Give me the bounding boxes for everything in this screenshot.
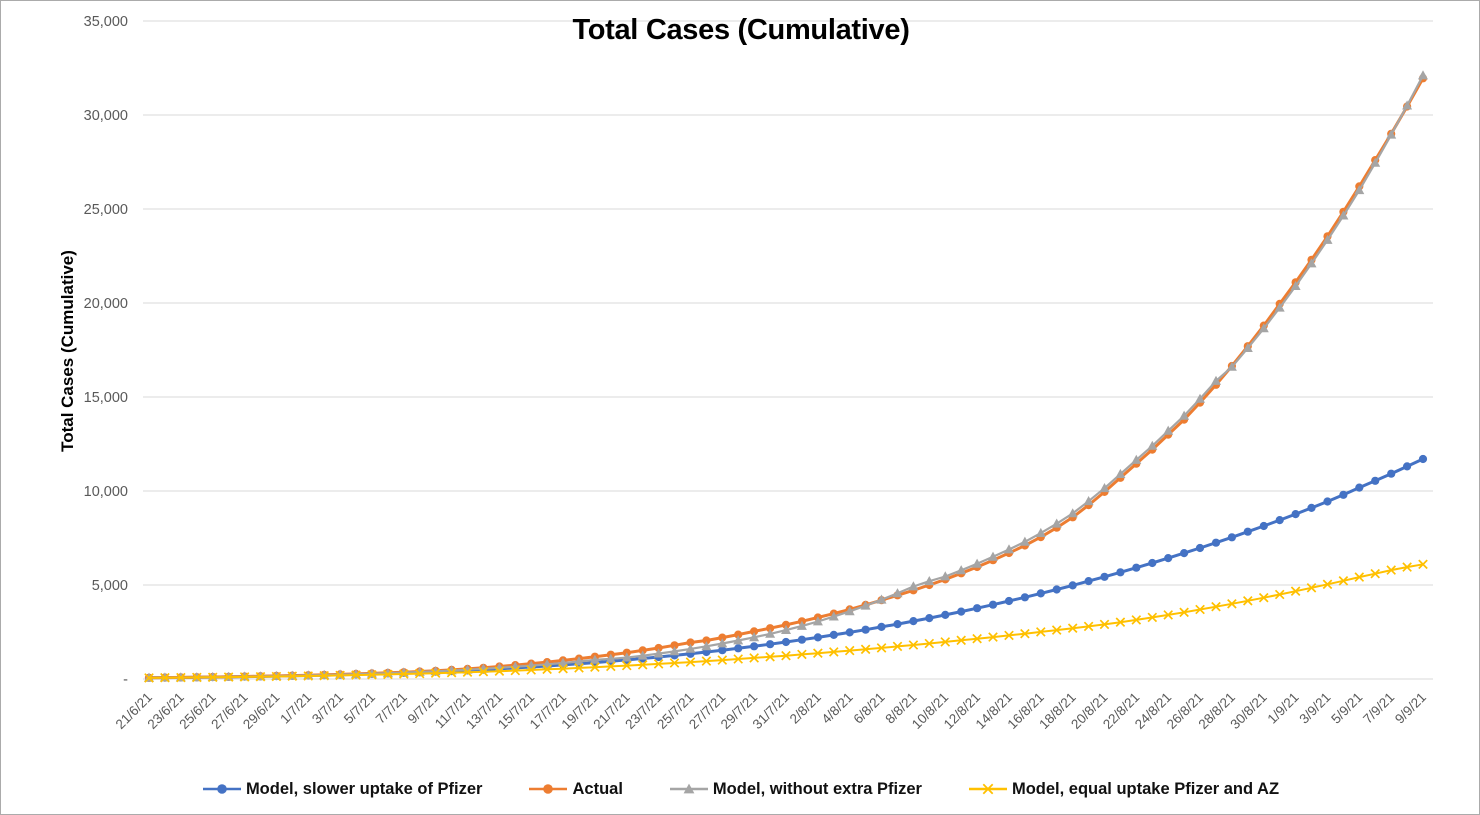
series-model-slower-uptake-of-pfizer <box>144 454 1428 682</box>
series-markers-triangle <box>144 70 1428 682</box>
x-tick-label: 4/8/21 <box>819 690 856 727</box>
series-model-without-extra-pfizer <box>144 70 1428 682</box>
series-actual <box>144 74 1428 682</box>
legend-item-model-without-extra-pfizer: Model, without extra Pfizer <box>669 779 922 799</box>
gridlines <box>143 20 1433 680</box>
y-tick-label: 10,000 <box>84 484 128 500</box>
x-tick-label: 5/9/21 <box>1328 690 1365 727</box>
x-tick-label: 3/9/21 <box>1296 690 1333 727</box>
legend-label: Model, slower uptake of Pfizer <box>245 779 483 798</box>
series-model-equal-uptake-pfizer-and-az <box>144 559 1428 683</box>
legend-item-model-equal-uptake-pfizer-and-az: Model, equal uptake Pfizer and AZ <box>968 779 1280 799</box>
legend-marker-circle-icon <box>202 784 241 794</box>
x-tick-label: 1/7/21 <box>277 690 314 727</box>
legend-label: Model, equal uptake Pfizer and AZ <box>1011 779 1280 798</box>
legend-label: Actual <box>572 779 623 798</box>
legend-item-model-slower-uptake-of-pfizer: Model, slower uptake of Pfizer <box>202 779 483 799</box>
series-markers-x <box>144 559 1428 683</box>
legend-marker-triangle-icon <box>669 783 708 794</box>
legend: Model, slower uptake of Pfizer Actual Mode… <box>1 772 1479 806</box>
y-axis-title: Total Cases (Cumulative) <box>58 250 77 452</box>
x-tick-label: 5/7/21 <box>341 690 378 727</box>
x-tick-label: 1/9/21 <box>1265 690 1302 727</box>
x-tick-label: 7/9/21 <box>1360 690 1397 727</box>
x-tick-label: 7/7/21 <box>373 690 410 727</box>
y-tick-label: 25,000 <box>84 202 128 218</box>
series-markers-circle <box>144 74 1428 682</box>
x-tick-label: 2/8/21 <box>787 690 824 727</box>
series-line <box>147 74 1425 679</box>
y-tick-label: 30,000 <box>84 108 128 124</box>
y-tick-label: 35,000 <box>84 14 128 30</box>
y-tick-label: 15,000 <box>84 390 128 406</box>
y-tick-label: 20,000 <box>84 296 128 312</box>
series-line <box>147 76 1425 680</box>
y-axis-tick-labels: - 5,000 10,000 15,000 20,000 25,000 30,000 35,0… <box>84 14 129 688</box>
series-markers-circle <box>144 454 1428 682</box>
legend-marker-circle-icon <box>529 784 568 794</box>
legend-label: Model, without extra Pfizer <box>712 779 922 798</box>
x-tick-label: 9/9/21 <box>1392 690 1429 727</box>
x-tick-label: 3/7/21 <box>309 690 346 727</box>
y-tick-label: 5,000 <box>92 578 128 594</box>
legend-item-actual: Actual <box>529 779 623 799</box>
x-axis-tick-labels: 21/6/2123/6/2125/6/2127/6/2129/6/211/7/2… <box>113 690 1429 732</box>
y-tick-label: - <box>123 672 128 688</box>
chart-title: Total Cases (Cumulative) <box>572 14 910 46</box>
legend-marker-x-icon <box>968 783 1007 795</box>
x-tick-label: 6/8/21 <box>851 690 888 727</box>
